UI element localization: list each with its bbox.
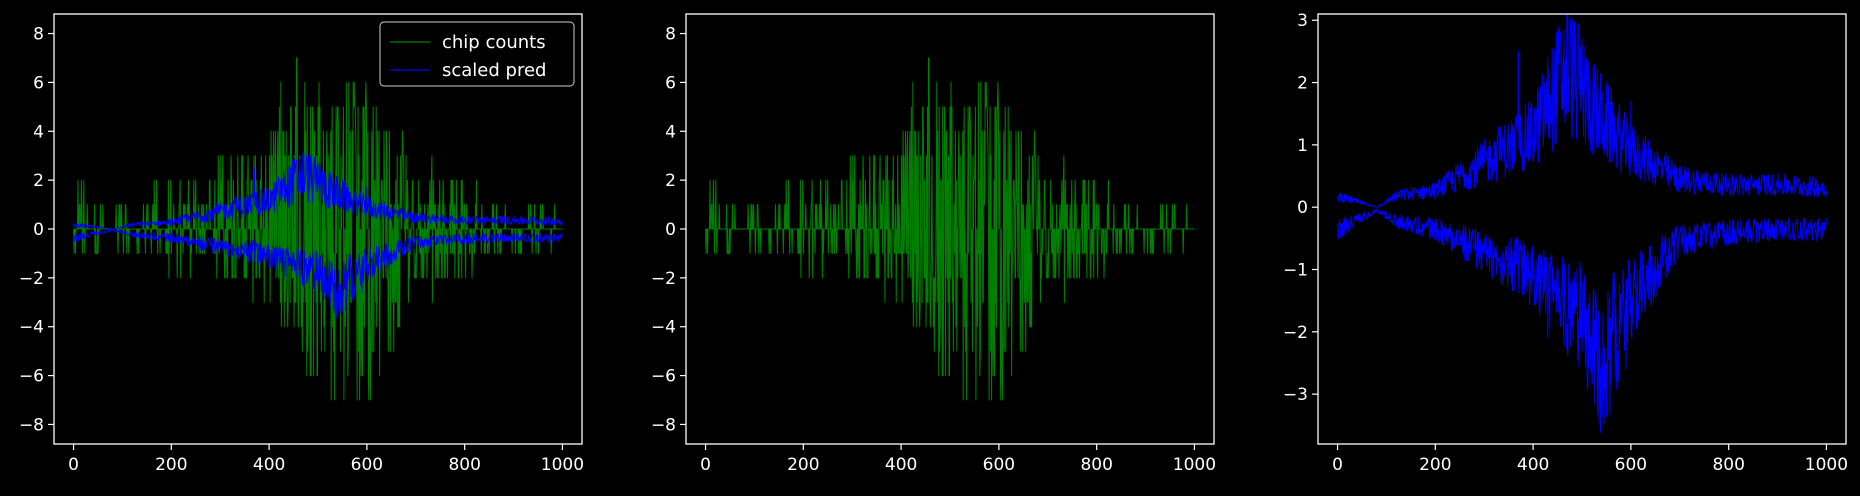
- y-tick-label: −8: [19, 415, 44, 435]
- y-tick-label: −4: [651, 318, 676, 338]
- y-tick-label: 1: [1297, 136, 1308, 156]
- series-scaled-pred-lower: [1337, 208, 1827, 433]
- y-tick-label: −3: [1283, 385, 1308, 405]
- y-tick-label: 2: [33, 171, 44, 191]
- x-tick-label: 0: [700, 455, 711, 475]
- x-tick-label: 1000: [541, 455, 584, 475]
- plot-area: [705, 57, 1195, 401]
- y-tick-label: 2: [1297, 74, 1308, 94]
- x-tick-label: 800: [448, 455, 480, 475]
- x-tick-label: 600: [983, 455, 1015, 475]
- y-tick-label: −2: [19, 269, 44, 289]
- series-chip-counts: [705, 57, 1195, 401]
- y-tick-label: 0: [33, 220, 44, 240]
- y-tick-label: 4: [665, 122, 676, 142]
- y-tick-label: −2: [651, 269, 676, 289]
- series-chip-counts: [73, 57, 563, 401]
- plot-area: [73, 57, 563, 401]
- x-tick-label: 400: [885, 455, 917, 475]
- y-tick-label: −8: [651, 415, 676, 435]
- y-tick-label: 0: [1297, 198, 1308, 218]
- y-tick-label: 0: [665, 220, 676, 240]
- x-tick-label: 800: [1080, 455, 1112, 475]
- series-scaled-pred-lower: [73, 229, 563, 318]
- y-tick-label: −1: [1283, 261, 1308, 281]
- y-tick-label: 8: [33, 25, 44, 45]
- x-tick-label: 600: [1615, 455, 1647, 475]
- y-tick-label: −4: [19, 318, 44, 338]
- y-tick-label: −2: [1283, 323, 1308, 343]
- x-tick-label: 200: [787, 455, 819, 475]
- panel-2: 0 200 400 600 800 1000 −8 −6 −4 −2 0 2 4 6 8: [651, 13, 1216, 475]
- legend-label: scaled pred: [442, 60, 546, 81]
- axes-frame: [1317, 13, 1847, 445]
- legend: chip counts scaled pred: [379, 21, 575, 87]
- y-tick-label: −6: [651, 367, 676, 387]
- y-tick-label: 4: [33, 122, 44, 142]
- legend-label: chip counts: [442, 32, 546, 53]
- y-tick-label: −6: [19, 367, 44, 387]
- y-tick-label: 6: [33, 73, 44, 93]
- x-tick-label: 0: [1332, 455, 1343, 475]
- y-tick-label: 2: [665, 171, 676, 191]
- x-tick-label: 1000: [1805, 455, 1848, 475]
- x-tick-label: 400: [1517, 455, 1549, 475]
- x-tick-label: 800: [1712, 455, 1744, 475]
- panel-3: 0 200 400 600 800 1000 −3 −2 −1 0 1 2 3: [1283, 11, 1848, 475]
- x-tick-label: 400: [253, 455, 285, 475]
- series-scaled-pred-upper: [1337, 14, 1827, 208]
- x-tick-label: 600: [351, 455, 383, 475]
- series-scaled-pred-upper: [73, 152, 563, 230]
- x-tick-label: 200: [1419, 455, 1451, 475]
- x-tick-label: 1000: [1173, 455, 1216, 475]
- y-tick-label: 3: [1297, 11, 1308, 31]
- x-tick-label: 0: [68, 455, 79, 475]
- plot-area: [1337, 14, 1827, 433]
- y-tick-label: 8: [665, 25, 676, 45]
- x-tick-label: 200: [155, 455, 187, 475]
- y-tick-label: 6: [665, 73, 676, 93]
- panel-1: 0 200 400 600 800 1000 −8 −6 −4 −2 0 2 4 6 8 chip count…: [19, 13, 584, 475]
